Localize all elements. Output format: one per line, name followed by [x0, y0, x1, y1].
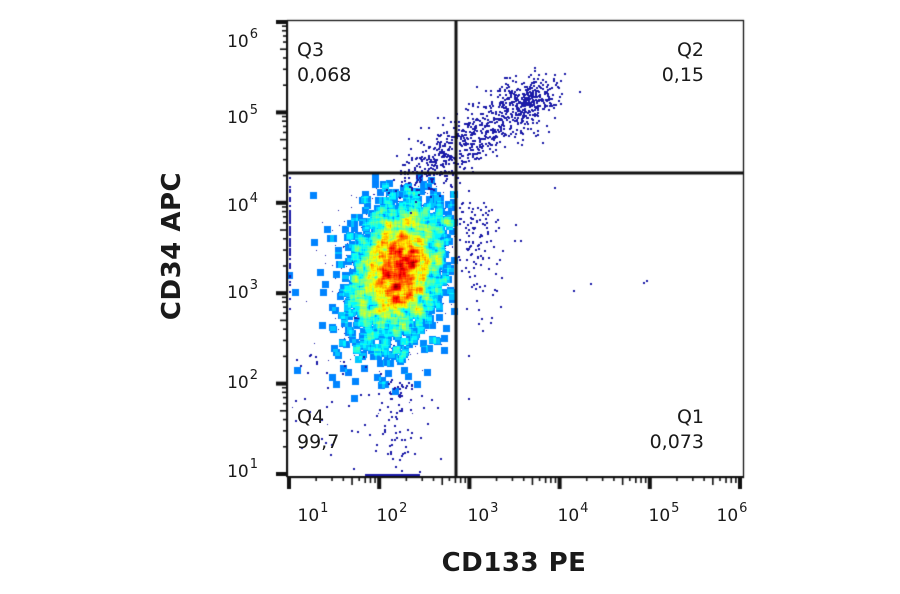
y-tick-label: 106: [227, 27, 258, 52]
x-tick-label: 102: [376, 501, 408, 526]
y-tick-label: 101: [227, 457, 258, 482]
quadrant-label-q3: Q3 0,068: [297, 38, 351, 88]
x-tick-label: 104: [557, 501, 589, 526]
quadrant-name: Q1: [676, 406, 704, 428]
quadrant-percent: 0,068: [297, 64, 352, 86]
quadrant-label-q1: Q1 0,073: [604, 405, 704, 455]
quadrant-name: Q4: [297, 406, 325, 428]
quadrant-name: Q3: [297, 39, 325, 61]
quadrant-label-q4: Q4 99,7: [297, 405, 339, 455]
y-axis-title: CD34 APC: [157, 171, 187, 321]
x-axis-title: CD133 PE: [441, 548, 587, 578]
y-tick-label: 103: [227, 278, 258, 303]
quadrant-percent: 0,073: [649, 431, 704, 453]
quadrant-percent: 0,15: [661, 64, 704, 86]
y-tick-label: 105: [227, 103, 258, 128]
x-tick-label: 103: [467, 501, 499, 526]
quadrant-percent: 99,7: [297, 431, 340, 453]
y-tick-label: 104: [227, 191, 258, 216]
x-tick-label: 106: [716, 501, 748, 526]
x-tick-label: 101: [297, 501, 329, 526]
quadrant-name: Q2: [676, 39, 704, 61]
x-tick-label: 105: [648, 501, 680, 526]
quadrant-label-q2: Q2 0,15: [604, 38, 704, 88]
y-tick-label: 102: [227, 368, 258, 393]
